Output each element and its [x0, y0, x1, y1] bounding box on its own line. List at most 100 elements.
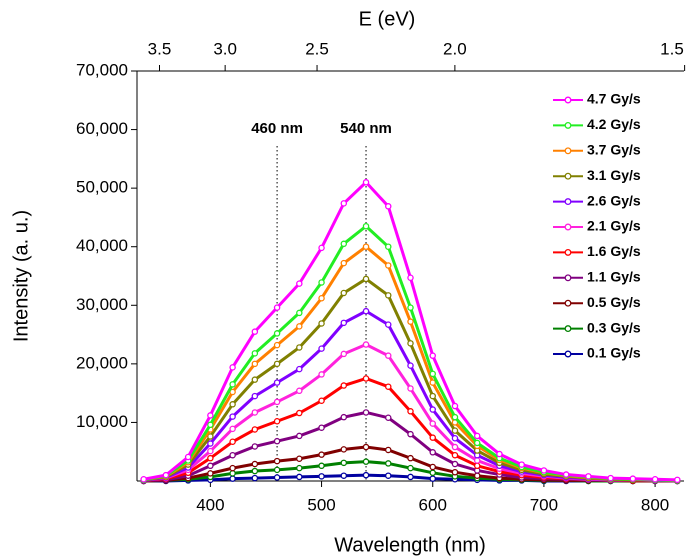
legend-marker: [564, 248, 572, 256]
data-point: [385, 203, 392, 210]
data-point: [207, 433, 214, 440]
data-point: [429, 379, 436, 386]
data-point: [451, 402, 459, 410]
x2-tick-label: 3.5: [148, 39, 172, 58]
data-point: [385, 352, 392, 359]
data-point: [318, 244, 325, 252]
legend-marker: [564, 172, 572, 180]
data-point: [251, 467, 259, 475]
data-point: [273, 398, 281, 406]
data-point: [451, 413, 459, 421]
x-tick-label: 600: [419, 495, 447, 514]
legend-label: 0.1 Gy/s: [587, 345, 641, 361]
data-point: [340, 200, 348, 207]
data-point: [296, 387, 303, 395]
y-tick-label: 60,000: [76, 119, 128, 138]
data-point: [429, 370, 436, 378]
x2-tick-label: 2.5: [305, 39, 329, 58]
legend-label: 3.1 Gy/s: [587, 167, 641, 183]
data-point: [296, 409, 303, 417]
legend-marker: [564, 121, 572, 129]
data-point: [429, 420, 436, 427]
data-point: [429, 352, 436, 359]
x-tick-label: 500: [307, 495, 335, 514]
x-tick-label: 800: [641, 495, 669, 514]
legend-marker: [564, 147, 572, 155]
data-point: [296, 280, 303, 287]
data-point: [385, 446, 392, 454]
data-point: [207, 470, 214, 477]
y-tick-label: 10,000: [76, 412, 128, 431]
data-point: [296, 455, 303, 462]
data-point: [451, 460, 459, 468]
data-point: [607, 474, 614, 482]
data-point: [273, 457, 281, 465]
data-point: [140, 475, 147, 483]
y-tick-label: 30,000: [76, 295, 128, 314]
data-point: [229, 364, 236, 371]
y-tick-label: 50,000: [76, 178, 128, 197]
x-tick-label: 400: [196, 495, 224, 514]
data-point: [296, 365, 303, 373]
data-point: [407, 362, 414, 369]
data-point: [251, 360, 259, 368]
legend-marker: [564, 274, 572, 282]
data-point: [585, 473, 592, 480]
data-point: [229, 464, 236, 472]
data-point: [251, 409, 259, 416]
data-point: [340, 459, 348, 467]
data-point: [207, 462, 214, 470]
data-point: [251, 460, 259, 468]
data-point: [229, 425, 236, 433]
legend-marker: [564, 350, 572, 358]
data-point: [318, 320, 325, 327]
data-point: [473, 439, 481, 447]
data-point: [229, 451, 236, 459]
data-point: [407, 385, 414, 392]
legend-label: 4.2 Gy/s: [587, 116, 641, 132]
data-point: [340, 289, 348, 297]
legend-marker: [564, 223, 572, 231]
data-point: [251, 392, 259, 400]
data-point: [451, 451, 459, 459]
data-point: [407, 340, 414, 347]
x-axis-label: Wavelength (nm): [334, 534, 486, 556]
data-point: [651, 475, 659, 483]
data-point: [562, 471, 570, 478]
legend-label: 0.3 Gy/s: [587, 319, 641, 335]
y-axis-label: Intensity (a. u.): [10, 210, 32, 342]
data-point: [473, 462, 481, 470]
data-point: [429, 475, 436, 482]
data-point: [518, 461, 525, 468]
data-point: [362, 458, 370, 465]
data-point: [473, 457, 481, 464]
data-point: [207, 421, 214, 429]
data-point: [251, 350, 259, 357]
data-point: [273, 379, 281, 386]
data-point: [385, 414, 392, 421]
legend-marker: [564, 198, 572, 206]
data-point: [229, 438, 236, 446]
data-point: [429, 434, 436, 441]
data-point: [407, 430, 414, 438]
legend-marker: [564, 299, 572, 307]
data-point: [318, 473, 325, 480]
x2-tick-label: 3.0: [213, 39, 237, 58]
data-point: [251, 426, 259, 433]
data-point: [296, 432, 303, 440]
data-point: [362, 307, 370, 315]
legend-label: 2.6 Gy/s: [587, 192, 641, 208]
legend-label: 3.7 Gy/s: [587, 142, 641, 158]
data-point: [429, 463, 436, 471]
data-point: [340, 240, 348, 248]
y-tick-label: 70,000: [76, 60, 128, 79]
data-point: [340, 472, 348, 479]
data-point: [229, 401, 236, 408]
data-point: [340, 259, 348, 267]
data-point: [407, 454, 414, 462]
data-point: [674, 476, 681, 484]
data-point: [362, 179, 370, 186]
data-point: [273, 330, 281, 337]
data-point: [318, 451, 325, 458]
data-point: [362, 275, 370, 283]
